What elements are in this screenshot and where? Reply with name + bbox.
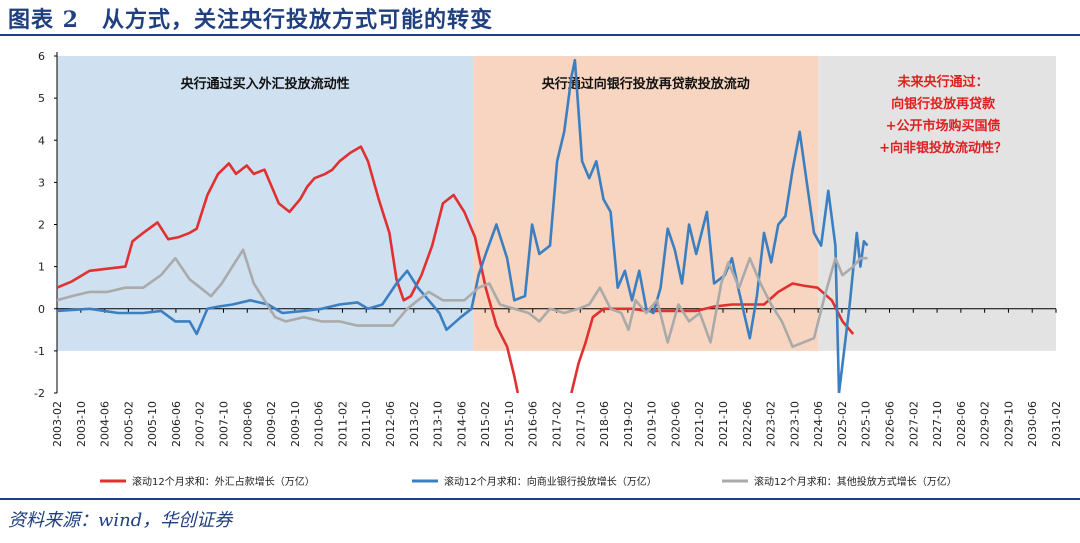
series-line-4 [57,248,868,348]
x-tick-label: 2009-02 [265,401,278,447]
x-tick-label: 2004-06 [99,401,112,447]
legend-label-3: 滚动12个月求和：向商业银行投放增长（万亿） [444,475,657,488]
series-line-2 [570,282,855,393]
x-tick-label: 2011-10 [360,401,373,447]
x-tick-label: 2021-10 [717,401,730,447]
x-tick-label: 2030-06 [1026,401,1039,447]
legend-group: 滚动12个月求和：外汇占款增长（万亿） 滚动12个月求和：向商业银行投放增长（万亿… [100,475,957,488]
region-1-label: 央行通过买入外汇投放流动性 [181,76,350,92]
y-tick-label: 1 [38,261,45,274]
y-tick-label: 5 [38,92,45,105]
x-tick-label: 2018-06 [598,401,611,447]
region-2-label: 央行通过向银行投放再贷款投放流动 [542,76,750,92]
chart-title: 图表 2 从方式，关注央行投放方式可能的转变 [8,7,493,33]
x-tick-label: 2015-10 [503,401,516,447]
x-tick-label: 2007-02 [194,401,207,447]
x-tick-label: 2005-10 [146,401,159,447]
x-tick-label: 2027-02 [907,401,920,447]
legend-label-4: 滚动12个月求和：其他投放方式增长（万亿） [754,475,957,488]
y-tick-label: 2 [38,219,45,232]
x-tick-label: 2014-06 [455,401,468,447]
series-line-3 [57,58,869,393]
x-tick-label: 2015-02 [479,401,492,447]
x-tick-label: 2011-02 [336,401,349,447]
x-tick-label: 2008-06 [241,401,254,447]
x-tick-label: 2025-02 [836,401,849,447]
x-tick-label: 2025-10 [860,401,873,447]
title-rule [0,34,1080,36]
x-tick-label: 2017-02 [551,401,564,447]
x-tick-label: 2017-10 [574,401,587,447]
x-tick-label: 2029-10 [1002,401,1015,447]
y-tick-label: 4 [38,134,45,147]
x-tick-label: 2007-10 [218,401,231,447]
axes-group: -2 -1 0 1 2 3 4 5 6 2003-02 2003-10 2004-06 2005-02 2… [34,50,1063,447]
region-3-label-line-4: +向非银投放流动性？ [879,140,1007,156]
x-tick-label: 2013-02 [408,401,421,447]
source-note: 资料来源：wind，华创证券 [8,510,233,531]
source-rule [0,498,1080,500]
x-tick-label: 2016-06 [527,401,540,447]
y-tick-label: -1 [34,345,45,358]
x-tick-label: 2027-10 [931,401,944,447]
chart-svg: 央行通过买入外汇投放流动性 央行通过向银行投放再贷款投放流动 未来央行通过： 向银行投… [34,50,1063,488]
region-3-label-line-1: 未来央行通过： [897,74,989,90]
x-tick-label: 2023-02 [765,401,778,447]
x-tick-label: 2026-06 [884,401,897,447]
x-tick-label: 2005-02 [122,401,135,447]
region-3-label-line-3: +公开市场购买国债 [886,118,1001,134]
region-3-background [818,56,1056,351]
x-tick-label: 2003-02 [51,401,64,447]
x-tick-label: 2031-02 [1050,401,1063,447]
x-tick-label: 2003-10 [75,401,88,447]
x-tick-label: 2029-02 [979,401,992,447]
y-tick-label: -2 [34,387,45,400]
x-tick-label: 2022-06 [741,401,754,447]
y-tick-label: 0 [38,303,45,316]
series-group [57,58,869,393]
x-tick-label: 2013-10 [432,401,445,447]
x-tick-label: 2021-02 [693,401,706,447]
x-tick-label: 2019-02 [622,401,635,447]
title-bar: 图表 2 从方式，关注央行投放方式可能的转变 [0,0,1080,36]
region-group: 央行通过买入外汇投放流动性 央行通过向银行投放再贷款投放流动 未来央行通过： 向银行投… [57,56,1056,351]
x-tick-label: 2019-10 [646,401,659,447]
x-tick-label: 2010-06 [313,401,326,447]
y-tick-label: 3 [38,176,45,189]
region-3-label-line-2: 向银行投放再贷款 [891,96,996,112]
x-tick-label: 2006-06 [170,401,183,447]
y-tick-label: 6 [38,50,45,63]
x-tick-label: 2009-10 [289,401,302,447]
x-tick-label: 2023-10 [788,401,801,447]
x-tick-label: 2012-06 [384,401,397,447]
series-line-1 [57,145,520,393]
x-tick-label: 2024-06 [812,401,825,447]
legend-label-1: 滚动12个月求和：外汇占款增长（万亿） [132,475,315,488]
x-tick-label: 2028-06 [955,401,968,447]
x-tick-label: 2020-06 [669,401,682,447]
